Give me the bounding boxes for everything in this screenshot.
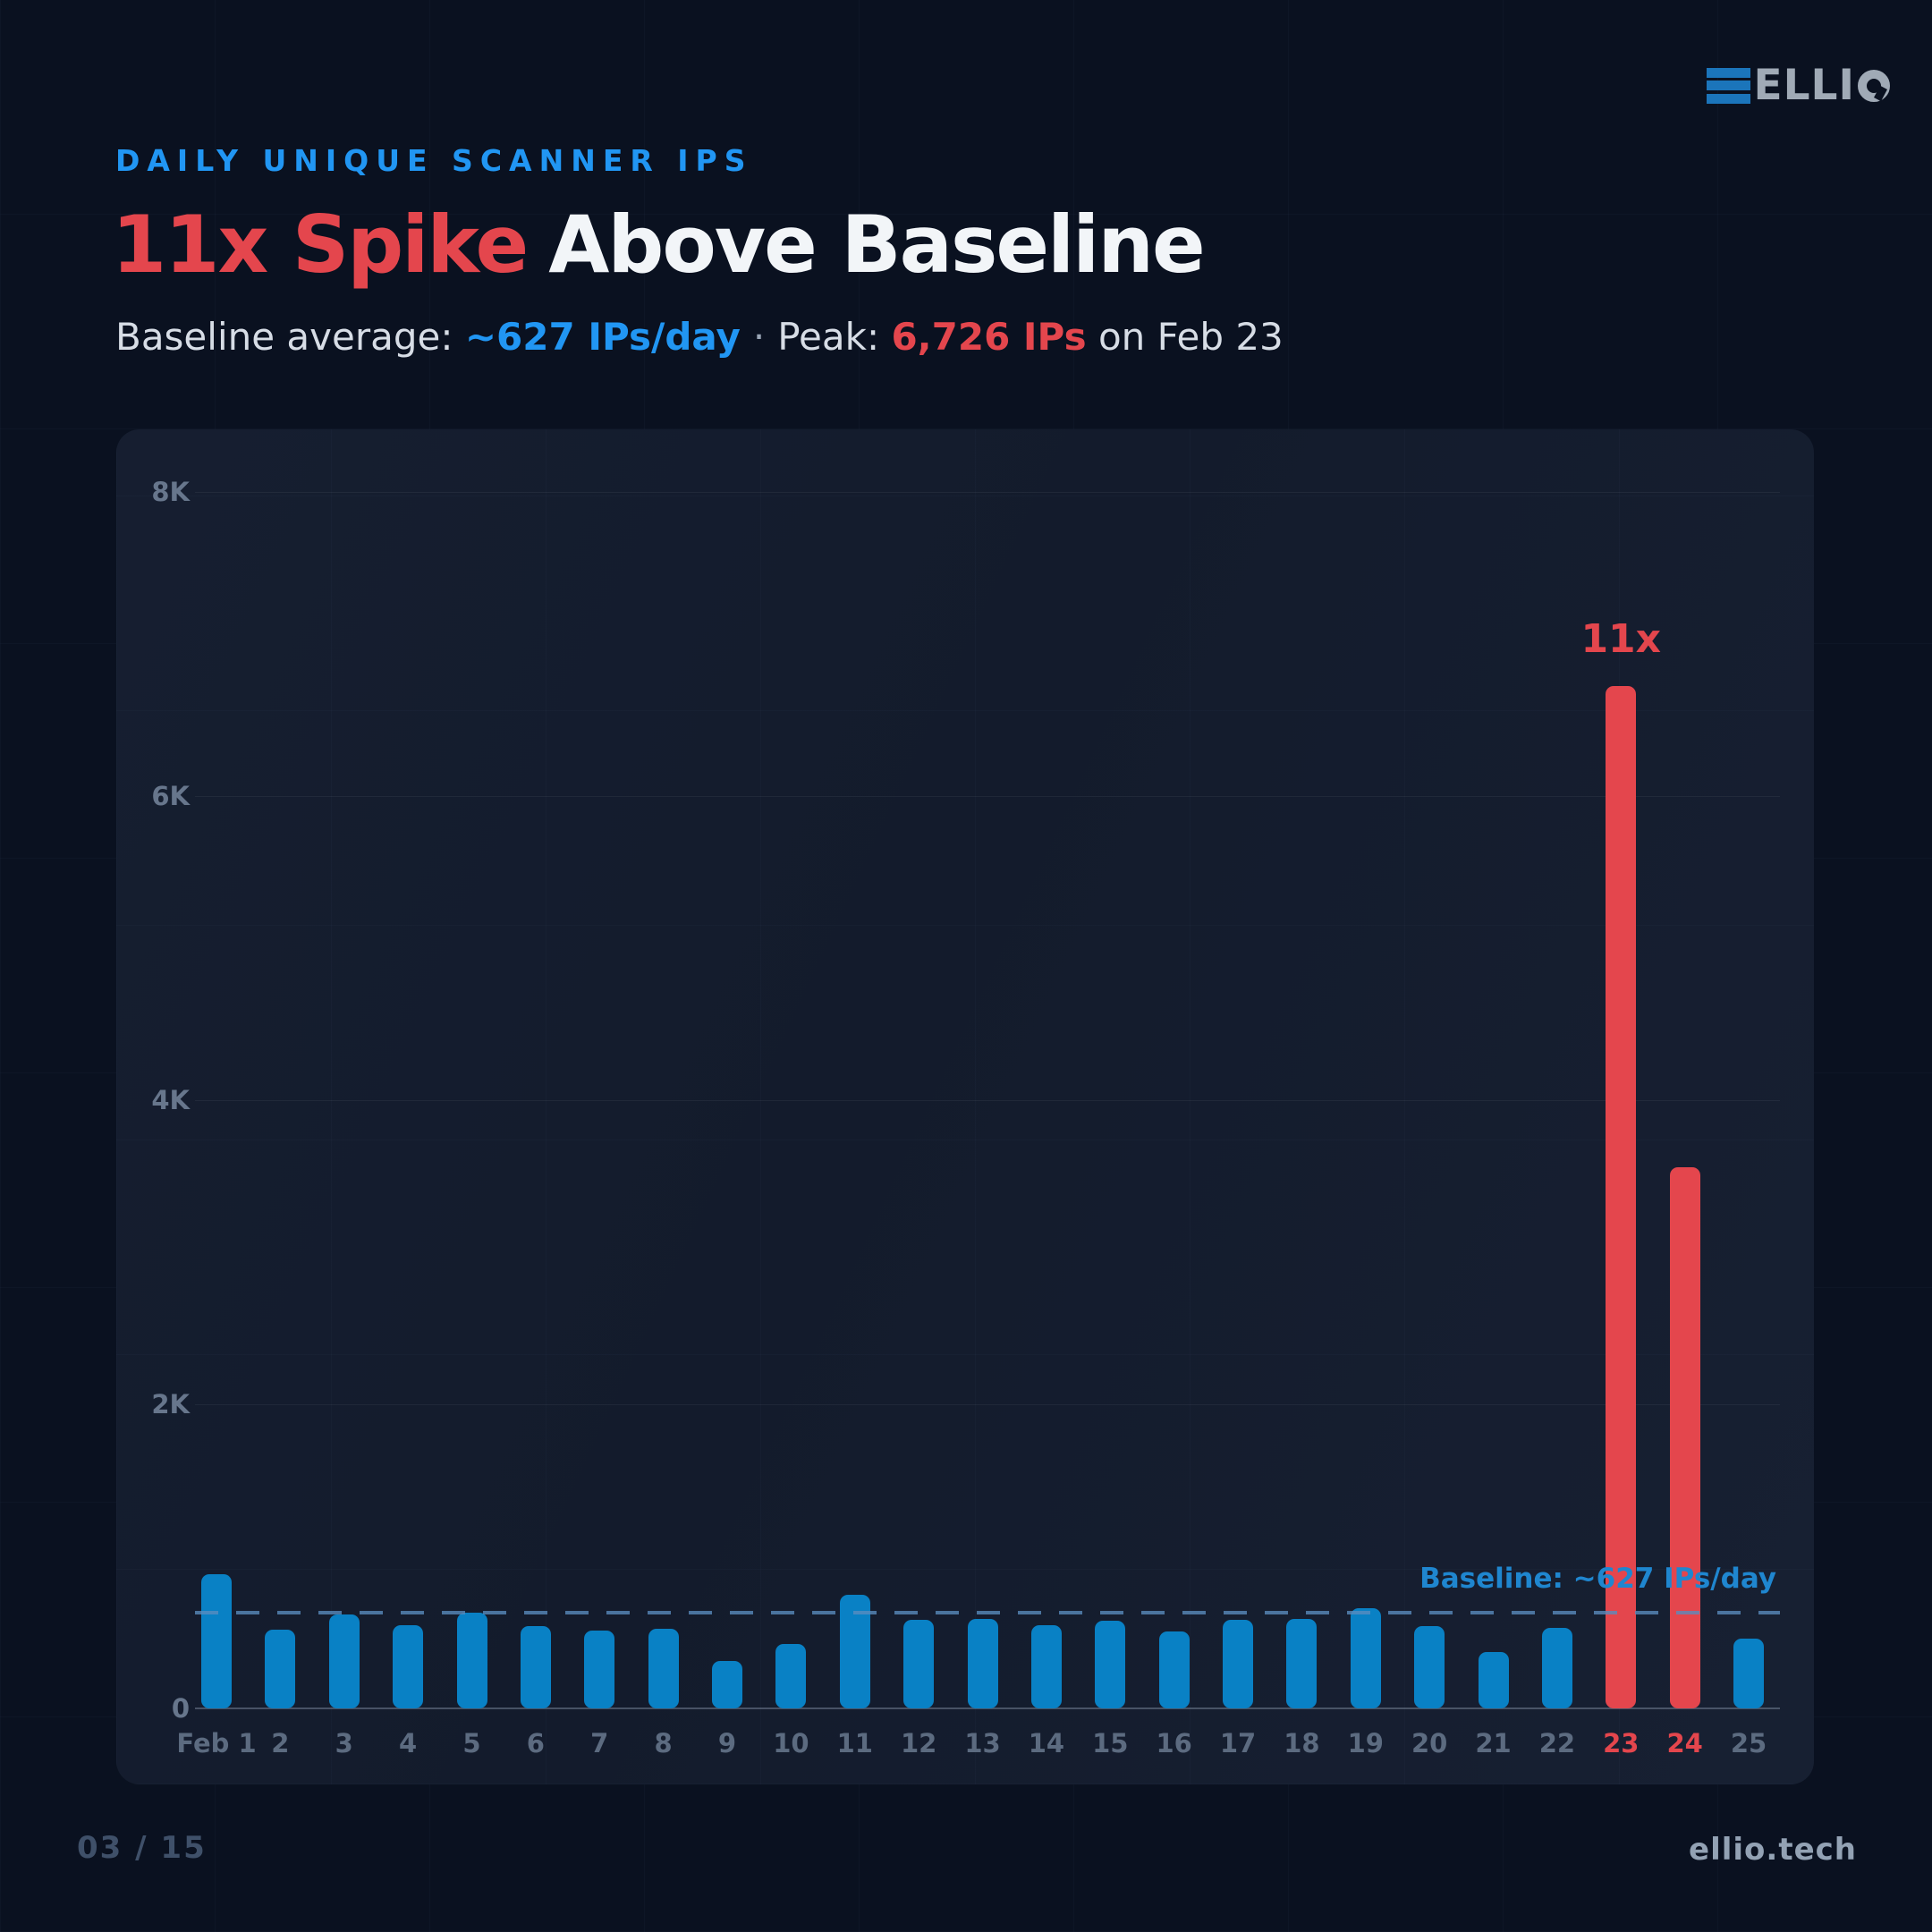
y-tick-4k: 4K [151, 1085, 190, 1115]
subtitle: Baseline average: ~627 IPs/day · Peak: 6,7… [115, 315, 1284, 359]
bar-feb-2 [265, 1629, 296, 1708]
bar-feb-17 [1223, 1620, 1253, 1708]
bar-feb-21 [1478, 1652, 1509, 1708]
subtitle-baseline-prefix: Baseline average: [115, 315, 465, 359]
x-tick-15: 15 [1092, 1728, 1129, 1758]
bar-feb-20 [1414, 1626, 1445, 1708]
x-tick-2: 2 [271, 1728, 290, 1758]
bar-feb-18 [1286, 1618, 1318, 1708]
ellio-logo-letters: ELLI [1753, 61, 1855, 110]
x-tick-21: 21 [1475, 1728, 1512, 1758]
bar-feb-6 [520, 1626, 551, 1708]
bar-feb-8 [648, 1628, 679, 1708]
x-tick-14: 14 [1028, 1728, 1065, 1758]
bar-feb-1 [201, 1574, 232, 1708]
x-tick-10: 10 [773, 1728, 809, 1758]
gridline-8k [195, 492, 1780, 493]
bar-feb-19 [1350, 1607, 1381, 1708]
bar-feb-14 [1030, 1625, 1062, 1708]
bar-feb-9 [712, 1661, 742, 1708]
x-tick-4: 4 [399, 1728, 418, 1758]
x-tick-5: 5 [462, 1728, 481, 1758]
x-tick-6: 6 [526, 1728, 545, 1758]
x-tick-8: 8 [654, 1728, 673, 1758]
gridline-6k [195, 796, 1780, 797]
x-tick-feb-1: Feb 1 [176, 1728, 257, 1758]
x-tick-24: 24 [1666, 1728, 1703, 1758]
x-tick-3: 3 [335, 1728, 353, 1758]
ellio-logo-o-icon [1858, 69, 1890, 102]
bar-feb-3 [328, 1614, 360, 1708]
x-tick-13: 13 [964, 1728, 1001, 1758]
x-tick-7: 7 [590, 1728, 609, 1758]
page-title-accent: 11x Spike [112, 199, 529, 291]
bar-feb-23 [1606, 685, 1637, 1708]
bar-chart-plot-area [195, 492, 1780, 1709]
baseline-label: Baseline: ~627 IPs/day [1419, 1563, 1776, 1596]
x-tick-16: 16 [1156, 1728, 1192, 1758]
eyebrow-label: DAILY UNIQUE SCANNER IPS [115, 143, 753, 178]
ellio-logo-text: ELLI [1753, 61, 1890, 110]
gridline-4k [195, 1100, 1780, 1101]
bar-feb-13 [967, 1618, 998, 1708]
x-tick-19: 19 [1347, 1728, 1384, 1758]
bar-feb-22 [1541, 1627, 1572, 1708]
page-indicator: 03 / 15 [77, 1830, 207, 1866]
y-tick-2k: 2K [151, 1389, 190, 1419]
gridline-2k [195, 1404, 1780, 1405]
page-title: 11x Spike Above Baseline [112, 203, 1206, 286]
chart-panel: 0 2K 4K 6K 8K Feb 1 2 3 4 5 6 7 8 9 10 11 12 13 14 15 16 17 18… [116, 429, 1814, 1784]
x-tick-20: 20 [1411, 1728, 1448, 1758]
page-title-rest: Above Baseline [548, 199, 1205, 291]
x-tick-12: 12 [900, 1728, 937, 1758]
bar-feb-15 [1095, 1621, 1126, 1708]
ellio-logo-bars-icon [1706, 67, 1750, 104]
bar-feb-25 [1733, 1638, 1764, 1708]
x-tick-23: 23 [1603, 1728, 1640, 1758]
x-tick-25: 25 [1730, 1728, 1767, 1758]
x-tick-17: 17 [1219, 1728, 1257, 1758]
y-tick-0: 0 [171, 1693, 190, 1724]
y-tick-6k: 6K [151, 781, 190, 811]
spike-multiplier-annotation: 11x [1580, 615, 1662, 662]
subtitle-suffix: on Feb 23 [1086, 315, 1284, 359]
x-tick-11: 11 [836, 1728, 873, 1758]
subtitle-separator: · [752, 315, 766, 359]
subtitle-peak-label: Peak: [777, 315, 892, 359]
bar-feb-5 [456, 1612, 487, 1708]
bar-feb-16 [1158, 1631, 1190, 1708]
x-tick-18: 18 [1284, 1728, 1320, 1758]
x-tick-22: 22 [1538, 1728, 1576, 1758]
bar-feb-4 [393, 1624, 424, 1708]
baseline-dashed-line [195, 1611, 1780, 1615]
x-tick-9: 9 [717, 1728, 737, 1758]
x-axis-line [195, 1707, 1780, 1709]
footer-site-link: ellio.tech [1689, 1832, 1857, 1868]
bar-feb-7 [584, 1631, 615, 1708]
y-tick-8k: 8K [151, 477, 190, 507]
subtitle-baseline-value: ~627 IPs/day [464, 315, 741, 359]
bar-feb-24 [1669, 1166, 1700, 1708]
bar-feb-12 [903, 1620, 935, 1708]
ellio-logo: ELLI [1706, 61, 1890, 110]
subtitle-peak-value: 6,726 IPs [891, 315, 1087, 359]
bar-feb-10 [775, 1643, 807, 1708]
